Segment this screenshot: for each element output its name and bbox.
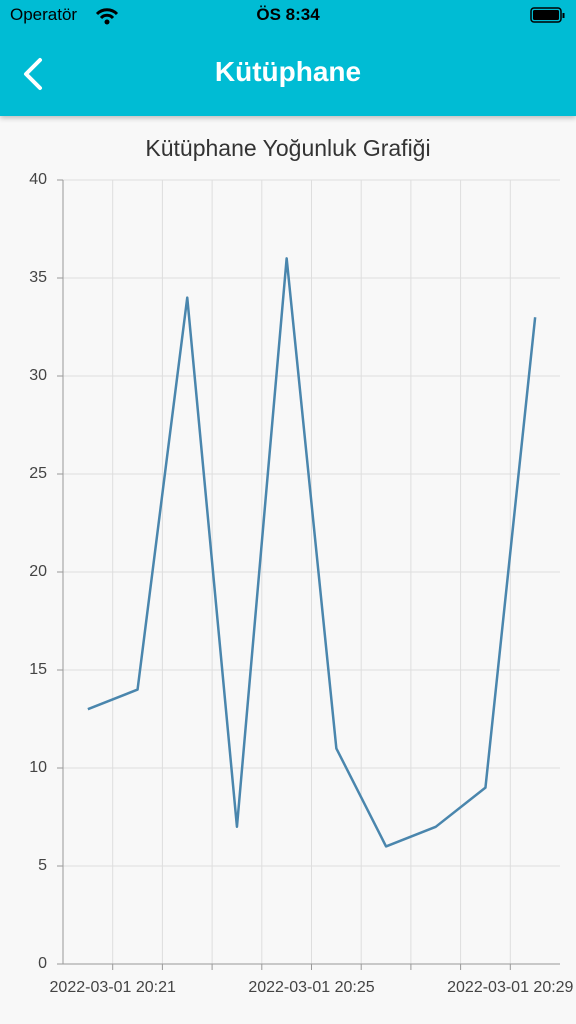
back-button[interactable] xyxy=(20,56,48,92)
x-tick-label: 2022-03-01 20:21 xyxy=(50,979,176,996)
y-tick-label: 25 xyxy=(29,465,47,482)
data-line xyxy=(87,257,537,848)
carrier: Operatör xyxy=(10,5,78,24)
y-tick-label: 20 xyxy=(29,563,47,580)
chart-title: Kütüphane Yoğunluk Grafiği xyxy=(145,135,430,161)
x-tick-label: 2022-03-01 20:29 xyxy=(447,979,573,996)
wifi-icon xyxy=(95,8,119,25)
clock: ÖS 8:34 xyxy=(256,5,320,24)
y-tick-label: 15 xyxy=(29,661,47,678)
x-tick-label: 2022-03-01 20:25 xyxy=(248,979,374,996)
y-tick-label: 30 xyxy=(29,367,47,384)
battery-icon xyxy=(530,7,565,23)
y-tick-label: 5 xyxy=(38,857,47,874)
y-tick-label: 35 xyxy=(29,269,47,286)
y-tick-label: 0 xyxy=(38,955,47,972)
y-tick-label: 10 xyxy=(29,759,47,776)
app-bar: Operatör ÖS 8:34 Kütüphane xyxy=(0,0,576,116)
y-tick-label: 40 xyxy=(29,171,47,188)
app-title: Kütüphane xyxy=(214,56,362,87)
